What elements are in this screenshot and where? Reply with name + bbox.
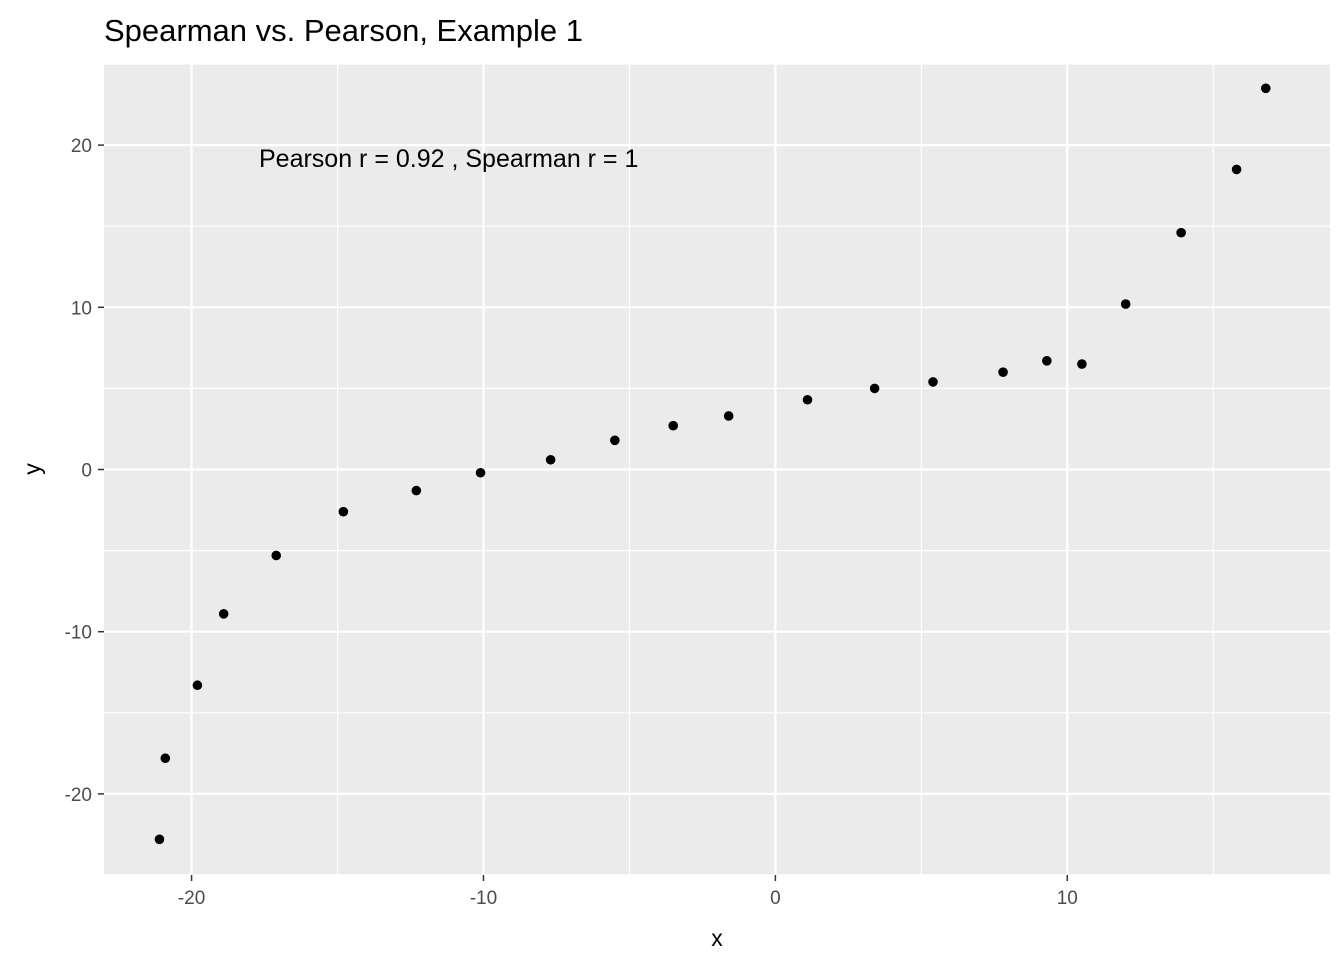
y-axis-ticks: -20 -10 0 10 20: [65, 136, 104, 806]
data-point: [723, 411, 734, 421]
data-point: [610, 435, 620, 446]
y-tick-label: 10: [71, 298, 92, 319]
data-point: [928, 377, 938, 387]
data-point: [338, 506, 349, 517]
data-point: [411, 485, 422, 496]
x-tick-label: 10: [1057, 888, 1078, 909]
y-tick-label: -20: [65, 785, 92, 806]
correlation-annotation: Pearson r = 0.92 , Spearman r = 1: [259, 145, 638, 173]
data-point: [1042, 356, 1052, 366]
chart-title: Spearman vs. Pearson, Example 1: [104, 13, 583, 48]
major-gridlines: [104, 64, 1330, 875]
x-tick-label: -10: [470, 888, 497, 909]
data-point: [160, 753, 171, 764]
x-axis-ticks: -20 -10 0 10: [178, 875, 1078, 909]
data-point: [998, 367, 1008, 377]
y-axis-title: y: [19, 463, 45, 475]
data-point: [218, 609, 229, 619]
data-point: [1176, 227, 1186, 238]
data-point: [475, 467, 486, 478]
y-tick-label: -10: [65, 623, 92, 644]
data-point: [802, 394, 813, 405]
x-axis-title: x: [711, 925, 723, 951]
data-point: [869, 383, 880, 394]
y-tick-label: 20: [71, 136, 92, 157]
data-point: [668, 420, 679, 431]
y-tick-label: 0: [81, 461, 92, 482]
data-point: [1231, 164, 1242, 175]
x-tick-label: -20: [178, 888, 205, 909]
data-point: [1120, 299, 1131, 309]
data-point: [1260, 83, 1271, 94]
data-point: [271, 550, 282, 561]
data-point: [545, 454, 556, 465]
data-point: [154, 834, 165, 845]
data-point: [1077, 359, 1087, 369]
data-points: [154, 83, 1271, 845]
x-tick-label: 0: [770, 888, 781, 909]
data-point: [192, 680, 203, 691]
